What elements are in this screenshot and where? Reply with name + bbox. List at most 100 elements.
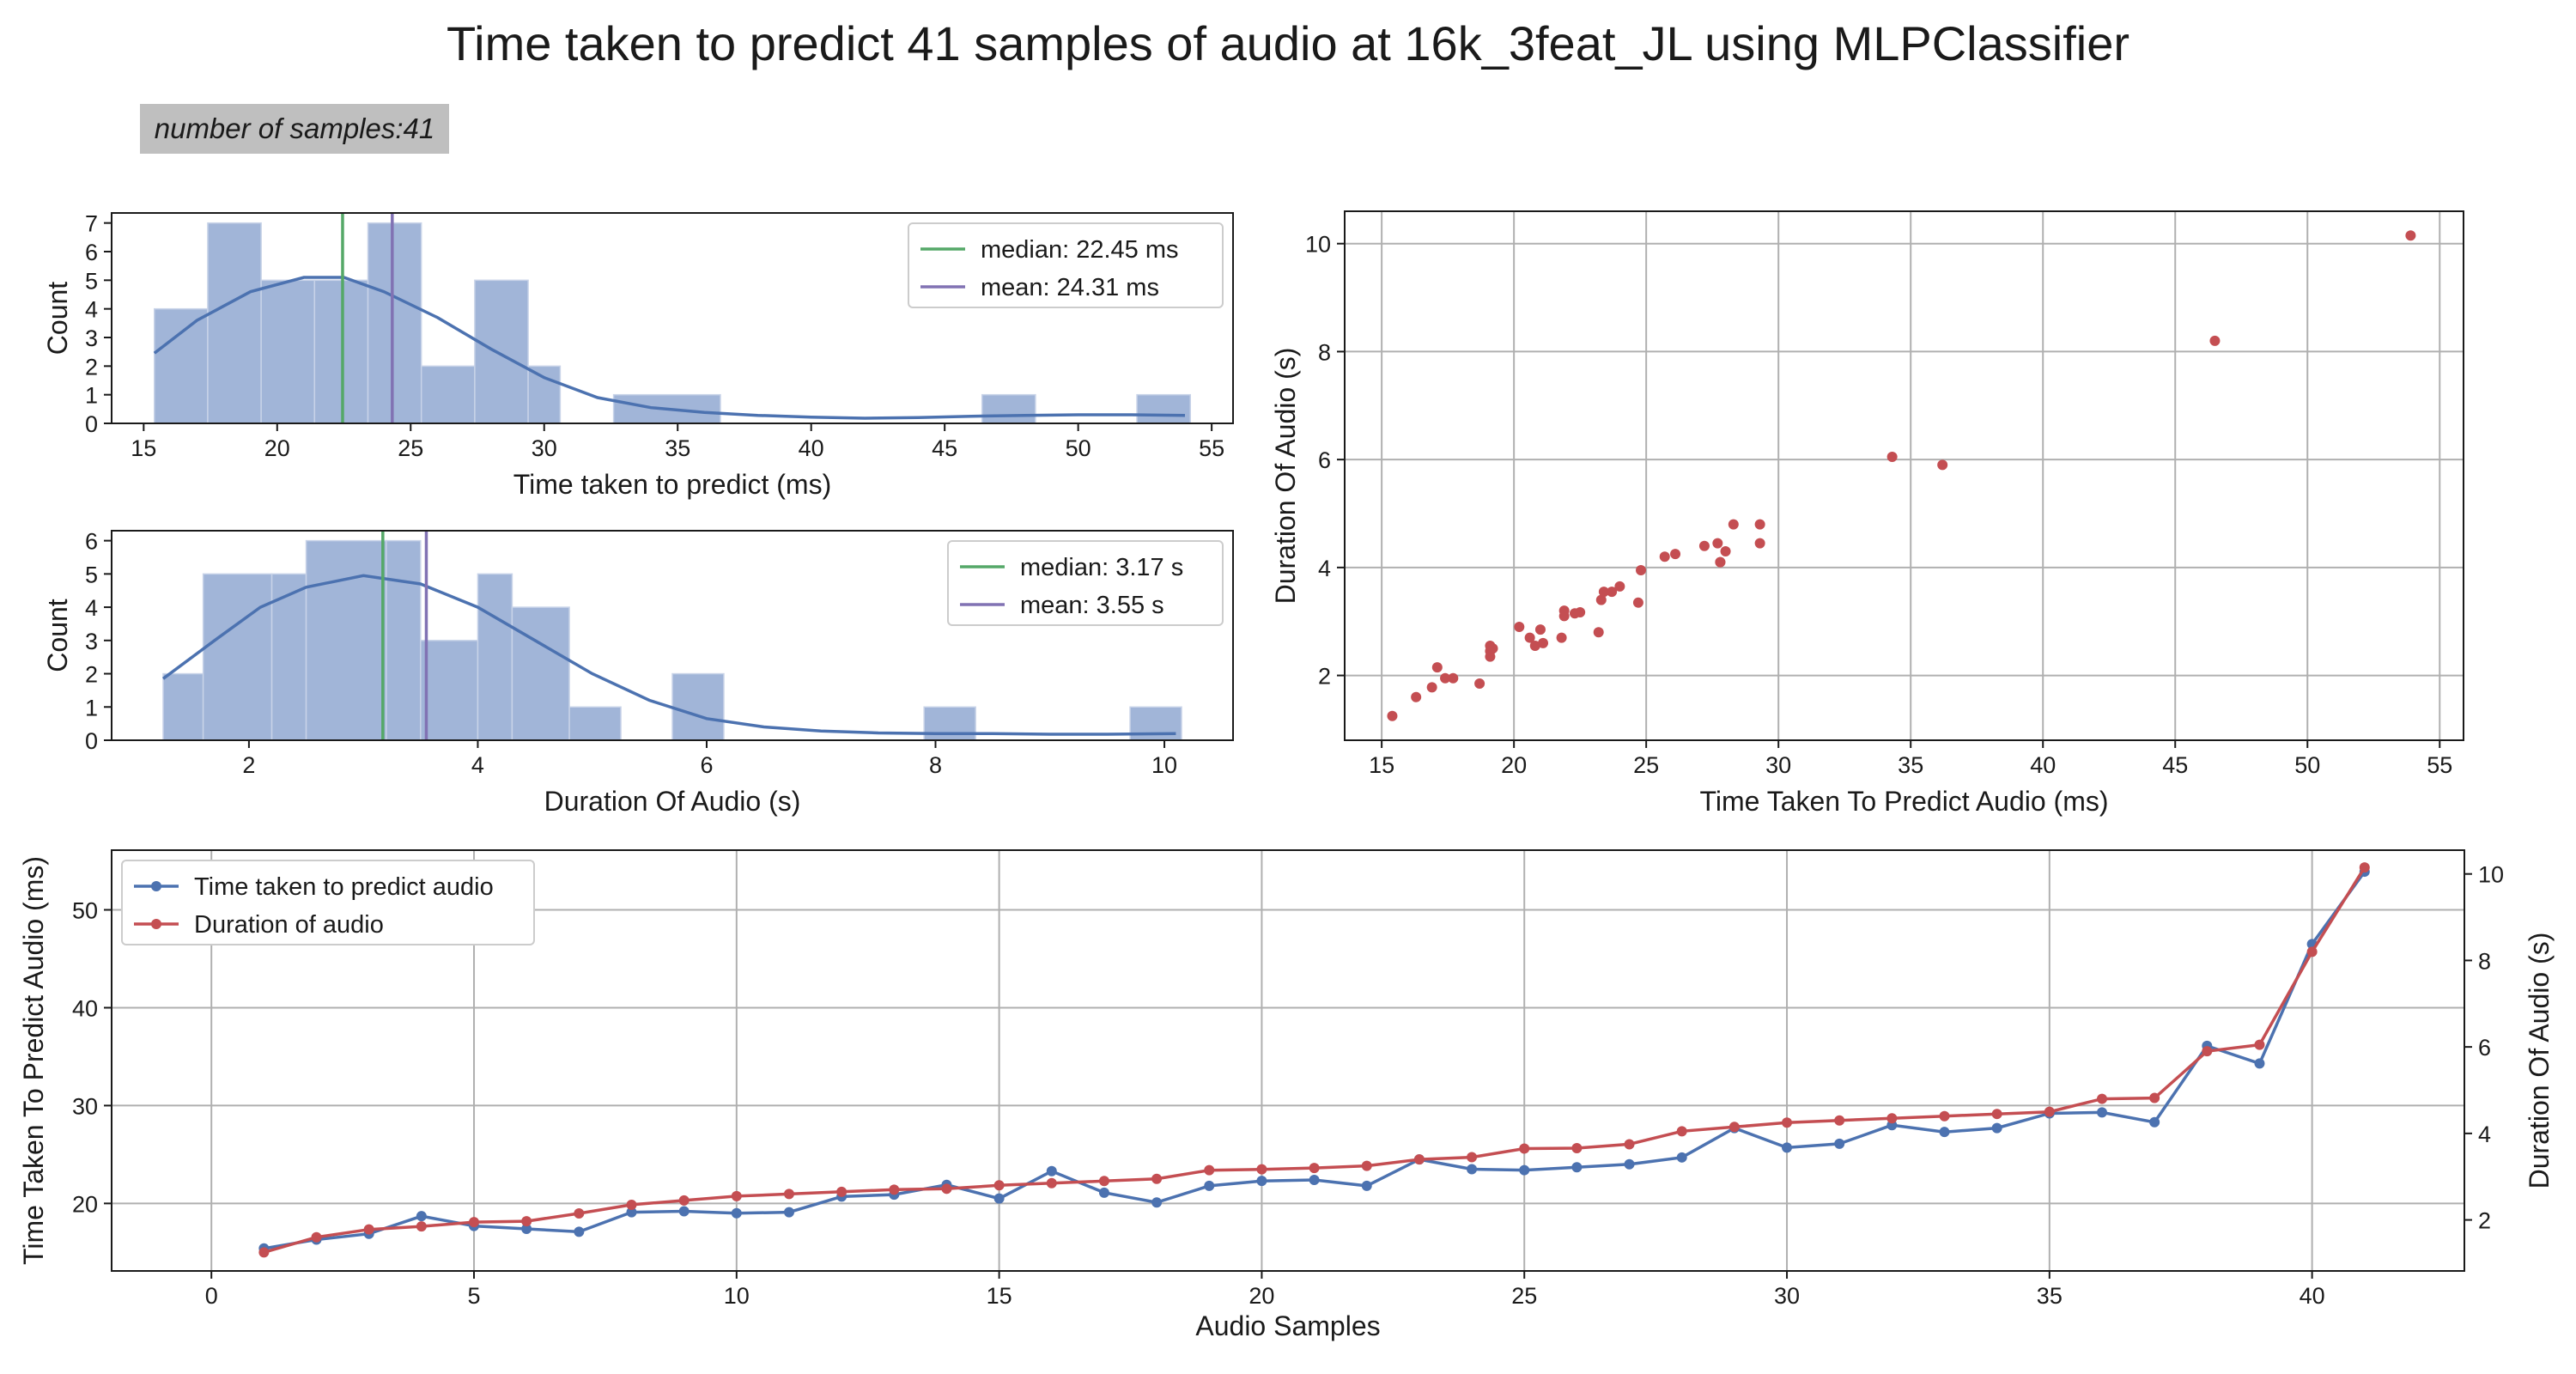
series-point [574,1208,585,1219]
sample-count-box: number of samples:41 [140,104,449,154]
kde-curve [153,276,1186,420]
scatter-point [1720,546,1731,556]
x-tick-label: 10 [724,1283,750,1309]
x-tick-label: 40 [2030,752,2056,778]
series-point [1571,1162,1583,1173]
x-tick-label: 30 [532,435,557,461]
series-point [1361,1160,1372,1171]
y-tick-label: 6 [85,529,98,555]
scatter-point [1698,540,1710,551]
series-point [889,1184,900,1195]
histogram-bar [154,307,209,424]
histogram-bar [671,672,725,741]
series-point [2254,1058,2265,1069]
x-tick-label: 15 [131,435,156,461]
series-point [1309,1163,1320,1174]
x-tick-label: 30 [1765,752,1791,778]
series-point [2044,1106,2055,1117]
series-point [363,1224,374,1235]
x-tick-label: 40 [2300,1283,2325,1309]
histogram-bar [923,706,976,741]
series-point [626,1207,637,1218]
legend-box [947,540,1224,626]
plot-frame [1344,210,2464,741]
series-point [2359,862,2370,873]
legend-box [121,860,535,945]
series-point [1046,1177,1057,1189]
series-point [1467,1164,1478,1175]
x-axis-label: Time taken to predict (ms) [513,469,831,500]
x-axis-label: Audio Samples [1195,1310,1380,1341]
series-point [993,1180,1005,1191]
x-tick-label: 4 [471,752,484,778]
y-tick-label: 20 [72,1191,98,1217]
x-tick-label: 35 [1898,752,1923,778]
series-point [1728,1122,1740,1133]
series-point [1204,1164,1215,1176]
x-axis-label: Time Taken To Predict Audio (ms) [1699,786,2108,817]
x-tick-label: 10 [1151,752,1177,778]
scatter-point [1614,581,1625,592]
series-point [941,1183,952,1195]
series-point [521,1224,532,1234]
histogram-bar [981,393,1036,424]
series-point [2149,1116,2160,1128]
scatter-point [1387,710,1398,721]
histogram-bar [420,640,479,741]
x-tick-label: 25 [1511,1283,1537,1309]
series-point [2202,1046,2213,1057]
series-point [1571,1142,1583,1153]
y-tick-label: 6 [85,240,98,265]
scatter-point [1607,587,1618,598]
y-tick-label-right: 8 [2478,948,2491,974]
legend-label: median: 22.45 ms [981,236,1179,264]
legend-label: median: 3.17 s [1020,554,1183,581]
series-point [416,1211,427,1222]
y-tick-label: 7 [85,211,98,237]
histogram-bar [386,539,422,741]
y-tick-label: 2 [85,354,98,380]
y-axis-label: Duration Of Audio (s) [1270,348,1301,605]
histogram-bar [568,706,622,741]
scatter-point [1754,519,1765,530]
scatter-point [1712,538,1723,549]
series-point [1098,1187,1109,1198]
y-tick-label: 5 [85,268,98,294]
legend-box [908,222,1224,308]
legend-label: mean: 24.31 ms [981,274,1159,301]
x-tick-label: 2 [242,752,255,778]
x-tick-label: 55 [1199,435,1224,461]
histogram-bar [527,365,562,424]
x-tick-label: 35 [665,435,690,461]
series-point [1676,1126,1687,1137]
histogram-bar [420,365,476,424]
y-tick-label: 2 [85,662,98,688]
series-point [1361,1180,1372,1191]
y-tick-label: 5 [85,562,98,587]
x-tick-label: 20 [1249,1283,1274,1309]
x-tick-label: 6 [700,752,713,778]
legend-marker [151,919,161,929]
series-point [416,1221,427,1232]
scatter-point [1636,565,1647,575]
series-point [1519,1143,1530,1154]
series-point [993,1193,1005,1204]
scatter-point [1514,622,1525,632]
scatter-point [1886,452,1898,462]
series-point [1624,1158,1635,1170]
scatter-point [1632,597,1643,608]
scatter-point [1431,662,1443,673]
series-point [626,1199,637,1210]
histogram-bar [305,539,387,741]
x-tick-label: 35 [2037,1283,2063,1309]
histogram-bar [207,222,262,424]
y-axis-label-right: Duration Of Audio (s) [2524,933,2555,1189]
series-point [311,1231,322,1243]
y-tick-label: 8 [1318,339,1331,365]
chart-title: Time taken to predict 41 samples of audi… [447,16,2129,70]
histogram-bar [367,222,422,424]
y-tick-label: 0 [85,411,98,437]
y-tick-label: 4 [1318,556,1331,581]
x-tick-label: 8 [929,752,942,778]
